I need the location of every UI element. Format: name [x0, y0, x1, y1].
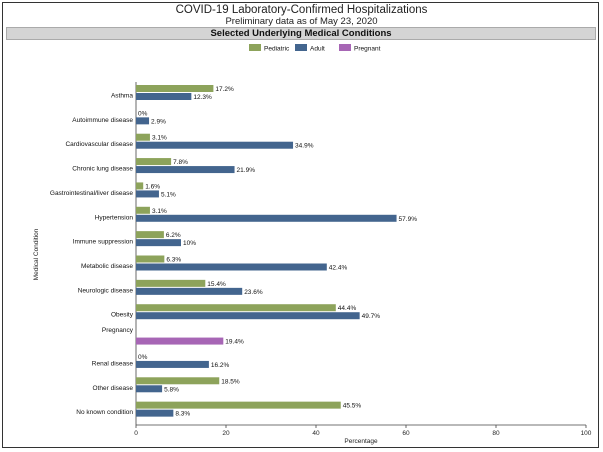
bar-adult [136, 190, 159, 198]
x-axis-label: Percentage [344, 438, 378, 445]
data-label: 8.3% [175, 411, 190, 418]
category-label: No known condition [76, 409, 133, 416]
legend-label-pregnant: Pregnant [354, 46, 381, 53]
bar-pediatric [136, 401, 341, 409]
x-tick-label: 100 [581, 430, 592, 437]
data-label: 19.4% [225, 339, 244, 346]
bar-pediatric [136, 231, 164, 239]
bar-pediatric [136, 377, 220, 385]
bar-adult [136, 263, 327, 271]
bar-pediatric [136, 182, 144, 190]
bar-pediatric [136, 206, 150, 214]
bar-pediatric [136, 255, 165, 263]
data-label: 0% [138, 110, 148, 117]
data-label: 17.2% [215, 86, 234, 93]
chart-subtitle: Preliminary data as of May 23, 2020 [225, 16, 378, 27]
bar-adult [136, 385, 163, 393]
x-tick-label: 40 [312, 430, 320, 437]
data-label: 3.1% [152, 208, 167, 215]
data-label: 15.4% [207, 281, 226, 288]
data-label: 23.6% [244, 289, 263, 296]
category-label: Asthma [111, 93, 133, 100]
category-label: Autoimmune disease [72, 117, 133, 124]
data-label: 1.6% [145, 183, 160, 190]
data-label: 34.9% [295, 143, 314, 150]
data-label: 18.5% [221, 378, 240, 385]
x-tick-label: 20 [222, 430, 230, 437]
x-tick-label: 0 [134, 430, 138, 437]
category-label: Hypertension [95, 214, 134, 221]
x-tick-label: 60 [402, 430, 410, 437]
category-label: Obesity [111, 312, 134, 319]
data-label: 5.1% [161, 191, 176, 198]
data-label: 49.7% [362, 313, 381, 320]
bar-adult [136, 117, 150, 125]
legend-swatch-pediatric [249, 44, 261, 51]
category-label: Gastrointestinal/liver disease [50, 190, 133, 197]
data-label: 0% [138, 354, 148, 361]
data-label: 57.9% [399, 216, 418, 223]
bar-adult [136, 312, 360, 320]
bar-adult [136, 360, 209, 368]
data-label: 10% [183, 240, 196, 247]
category-label: Neurologic disease [78, 287, 134, 294]
section-title: Selected Underlying Medical Conditions [6, 27, 596, 40]
data-label: 6.3% [166, 257, 181, 264]
bar-adult [136, 239, 181, 247]
data-label: 42.4% [329, 265, 348, 272]
category-label: Chronic lung disease [72, 166, 133, 173]
data-label: 12.3% [193, 94, 212, 101]
bar-adult [136, 409, 174, 417]
bar-adult [136, 214, 397, 222]
bar-adult [136, 166, 235, 174]
chart-title: COVID-19 Laboratory-Confirmed Hospitaliz… [175, 4, 428, 16]
bar-pregnant [136, 337, 224, 345]
bar-pediatric [136, 133, 150, 141]
data-label: 45.5% [343, 403, 362, 410]
category-label: Renal disease [92, 360, 134, 367]
y-axis-label: Medical Condition [33, 228, 40, 280]
data-label: 3.1% [152, 135, 167, 142]
x-tick-label: 80 [492, 430, 500, 437]
category-label: Other disease [93, 385, 134, 392]
bar-pediatric [136, 304, 336, 312]
data-label: 7.8% [173, 159, 188, 166]
category-label: Cardiovascular disease [65, 141, 133, 148]
legend-label-pediatric: Pediatric [264, 46, 290, 53]
category-label: Metabolic disease [81, 263, 133, 270]
legend-swatch-pregnant [339, 44, 351, 51]
bar-pediatric [136, 85, 214, 92]
data-label: 21.9% [237, 167, 256, 174]
data-label: 2.9% [151, 118, 166, 125]
legend-label-adult: Adult [310, 46, 325, 53]
bar-adult [136, 287, 243, 295]
legend-swatch-adult [295, 44, 307, 51]
bar-adult [136, 93, 192, 100]
data-label: 16.2% [211, 362, 230, 369]
category-label: Pregnancy [102, 327, 134, 334]
data-label: 5.8% [164, 386, 179, 393]
category-label: Immune suppression [73, 239, 134, 246]
chart-frame [2, 2, 599, 448]
bar-pediatric [136, 158, 172, 166]
data-label: 6.2% [166, 232, 181, 239]
data-label: 44.4% [338, 305, 357, 312]
bar-pediatric [136, 279, 206, 287]
bar-adult [136, 141, 294, 149]
